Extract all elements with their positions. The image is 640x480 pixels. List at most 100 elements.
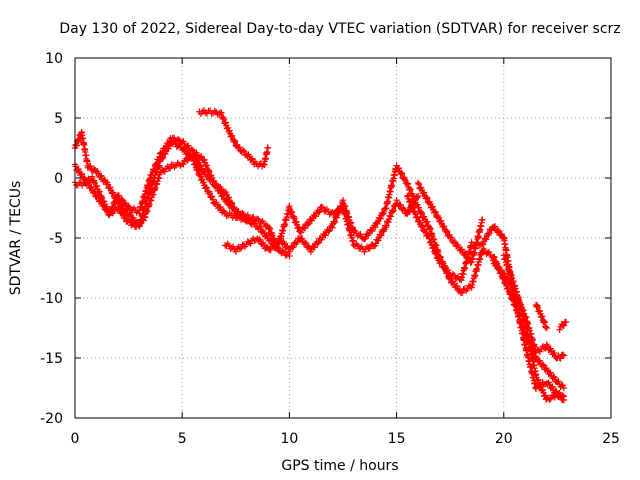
- x-axis-label: GPS time / hours: [281, 458, 398, 474]
- data-point: [315, 209, 322, 216]
- data-point: [550, 373, 557, 380]
- data-point: [393, 197, 400, 204]
- data-point: [380, 210, 387, 217]
- data-point: [100, 197, 108, 205]
- data-point: [209, 196, 217, 203]
- data-point: [255, 235, 263, 243]
- data-point: [267, 230, 275, 238]
- data-point: [418, 222, 426, 229]
- data-point: [331, 218, 339, 225]
- data-point: [257, 160, 265, 167]
- data-point: [536, 307, 543, 314]
- data-point: [534, 304, 542, 311]
- data-point: [165, 140, 172, 148]
- data-point: [557, 355, 564, 362]
- data-point: [447, 234, 455, 241]
- data-point: [237, 245, 245, 252]
- data-point: [403, 179, 410, 187]
- x-tick-label: 20: [495, 431, 513, 447]
- data-point: [170, 134, 178, 142]
- data-point: [222, 119, 229, 126]
- data-point: [560, 384, 568, 392]
- data-point: [536, 357, 544, 364]
- data-point: [330, 219, 338, 227]
- x-tick-label: 10: [280, 431, 298, 447]
- data-point: [453, 282, 461, 290]
- x-tick-label: 25: [602, 431, 620, 447]
- data-point: [428, 238, 435, 246]
- data-point: [188, 146, 195, 153]
- data-point: [423, 193, 430, 201]
- data-point: [213, 181, 220, 188]
- data-point: [96, 188, 103, 195]
- data-point: [440, 222, 448, 230]
- data-point: [414, 179, 422, 187]
- data-point: [217, 203, 224, 211]
- data-point: [377, 215, 384, 222]
- data-point: [326, 227, 333, 234]
- data-point: [547, 345, 554, 352]
- data-point: [256, 236, 264, 244]
- data-point: [417, 185, 424, 192]
- data-point: [361, 235, 368, 243]
- data-point: [407, 198, 414, 205]
- data-point: [541, 319, 548, 326]
- data-point: [239, 212, 247, 219]
- data-point: [220, 115, 228, 123]
- data-point: [271, 235, 278, 242]
- data-point: [151, 166, 158, 173]
- data-point: [404, 180, 412, 187]
- data-point: [280, 248, 288, 255]
- data-point: [415, 204, 423, 211]
- chart-title: Day 130 of 2022, Sidereal Day-to-day VTE…: [59, 21, 620, 37]
- data-point: [263, 231, 271, 239]
- data-point: [467, 259, 474, 266]
- data-point: [409, 204, 417, 211]
- data-point: [532, 371, 540, 378]
- data-point: [506, 289, 514, 297]
- data-point: [479, 241, 487, 248]
- data-point: [180, 161, 187, 168]
- data-point: [424, 194, 431, 202]
- data-point: [371, 223, 379, 231]
- data-point: [293, 218, 300, 225]
- data-point: [231, 137, 238, 144]
- y-tick-label: -20: [40, 411, 63, 427]
- data-point: [250, 213, 257, 221]
- data-point: [277, 235, 284, 242]
- data-point: [152, 160, 159, 168]
- data-point: [409, 202, 416, 210]
- data-point: [198, 153, 205, 160]
- data-point: [332, 213, 340, 220]
- data-point: [203, 162, 210, 169]
- series-arc-12: [556, 318, 570, 333]
- data-point: [297, 229, 305, 236]
- data-point: [430, 244, 438, 251]
- data-point: [110, 189, 117, 196]
- data-point: [443, 228, 451, 235]
- data-point: [546, 396, 553, 404]
- data-point: [88, 173, 96, 180]
- data-point: [247, 240, 254, 247]
- data-point: [228, 200, 236, 207]
- data-point: [200, 179, 207, 186]
- data-point: [166, 164, 174, 172]
- series-arc-11: [532, 301, 550, 332]
- data-point: [494, 227, 502, 234]
- data-point: [398, 170, 406, 177]
- series-arc-3: [71, 151, 250, 231]
- series-arc-10: [500, 252, 568, 404]
- data-point: [539, 313, 546, 320]
- data-point: [235, 144, 243, 151]
- data-point: [366, 245, 373, 252]
- data-point: [404, 207, 412, 215]
- data-point: [420, 214, 427, 221]
- data-point: [301, 224, 309, 232]
- data-point: [184, 156, 192, 163]
- data-point: [401, 176, 409, 183]
- data-point: [301, 239, 309, 246]
- data-point: [556, 326, 563, 333]
- data-point: [101, 176, 108, 183]
- data-point: [411, 195, 419, 203]
- data-point: [239, 146, 247, 154]
